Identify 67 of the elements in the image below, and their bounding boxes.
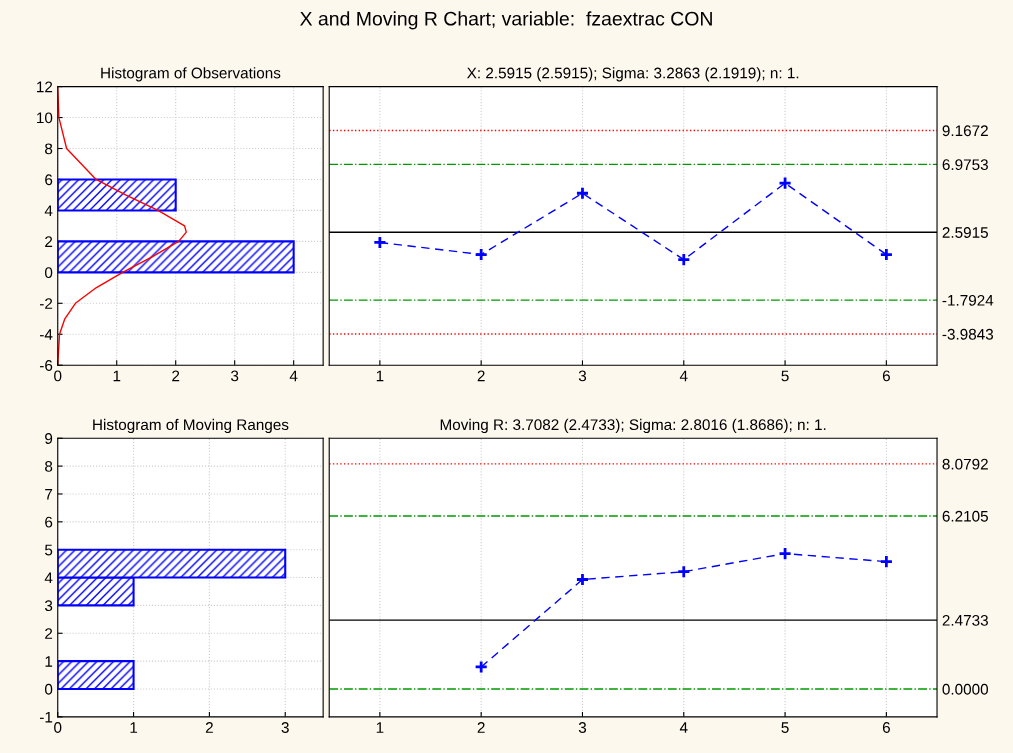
y-tick-label: -2 — [39, 298, 53, 309]
y-tick-label: 0 — [44, 683, 53, 695]
x-tick-label: 5 — [781, 370, 789, 382]
y-tick-label: 8.0792 — [942, 458, 988, 470]
y-tick-label: 9.1672 — [942, 125, 988, 137]
y-tick-label: 2.4733 — [942, 614, 988, 626]
point — [575, 572, 590, 587]
point — [474, 247, 489, 262]
y-tick-label: 0.0000 — [942, 683, 989, 695]
chart-title: Moving R: 3.7082 (2.4733); Sigma: 2.8016 (1.8686); n: 1. — [440, 418, 826, 434]
y-tick-label: 6 — [45, 174, 53, 186]
x-tick-label: 1 — [130, 722, 138, 733]
point — [676, 252, 691, 267]
x-tick-label: 1 — [376, 370, 384, 382]
y-tick-label: 6.2105 — [942, 510, 988, 522]
y-tick-label: -6 — [39, 360, 53, 371]
y-tick-label: 0 — [44, 267, 53, 279]
y-tick-label: 8 — [45, 460, 53, 472]
y-tick-label: 10 — [37, 112, 53, 124]
point — [372, 235, 387, 250]
x-tick-label: 0 — [54, 370, 62, 382]
x-tick-label: 1 — [376, 722, 384, 733]
chart-title: X: 2.5915 (2.5915); Sigma: 3.2863 (2.1919); n: 1. — [467, 67, 799, 82]
x-tick-label: 5 — [781, 722, 789, 733]
point — [778, 546, 793, 561]
y-tick-label: 1 — [45, 656, 53, 667]
x-tick-label: 3 — [281, 722, 289, 733]
point — [575, 186, 590, 201]
point — [879, 247, 894, 262]
x-tick-label: 0 — [54, 722, 62, 733]
x-tick-label: 6 — [882, 370, 890, 382]
y-tick-label: 2 — [45, 628, 53, 639]
text: X and Moving R Chart; variable: fzaextrac CON — [300, 11, 712, 30]
y-tick-label: 12 — [37, 81, 53, 93]
point — [474, 660, 489, 674]
y-tick-label: 4 — [44, 205, 53, 216]
chart-title: Histogram of Moving Ranges — [93, 418, 289, 434]
chart-title: Histogram of Observations — [101, 67, 281, 82]
y-tick-label: -1 — [39, 711, 53, 723]
x-tick-label: 3 — [231, 370, 239, 382]
y-tick-label: 2 — [45, 236, 53, 247]
x-tick-label: 6 — [882, 722, 890, 733]
y-tick-label: -4 — [39, 329, 53, 340]
x-tick-label: 2 — [477, 722, 485, 733]
point — [676, 564, 691, 579]
x-tick-label: 2 — [172, 370, 180, 382]
x-tick-label: 2 — [205, 722, 213, 733]
y-tick-label: 3 — [44, 600, 53, 612]
y-tick-label: 8 — [45, 143, 53, 155]
y-tick-label: -1.7924 — [942, 294, 994, 306]
x-tick-label: 3 — [578, 722, 587, 733]
point — [778, 176, 793, 191]
y-tick-label: -3.9843 — [942, 328, 994, 340]
y-tick-label: 9 — [45, 433, 53, 444]
y-tick-label: 5 — [45, 544, 53, 556]
y-tick-label: 2.5915 — [942, 227, 988, 238]
y-tick-label: 6 — [45, 516, 53, 528]
y-tick-label: 6.9753 — [942, 159, 988, 171]
x-tick-label: 3 — [578, 370, 587, 382]
x-tick-label: 4 — [679, 722, 688, 733]
x-tick-label: 1 — [113, 370, 121, 382]
x-tick-label: 2 — [477, 370, 485, 382]
y-tick-label: 7 — [45, 488, 53, 500]
y-tick-label: 4 — [44, 572, 53, 584]
x-tick-label: 4 — [679, 370, 688, 382]
x-tick-label: 4 — [289, 370, 298, 382]
point — [879, 554, 894, 569]
